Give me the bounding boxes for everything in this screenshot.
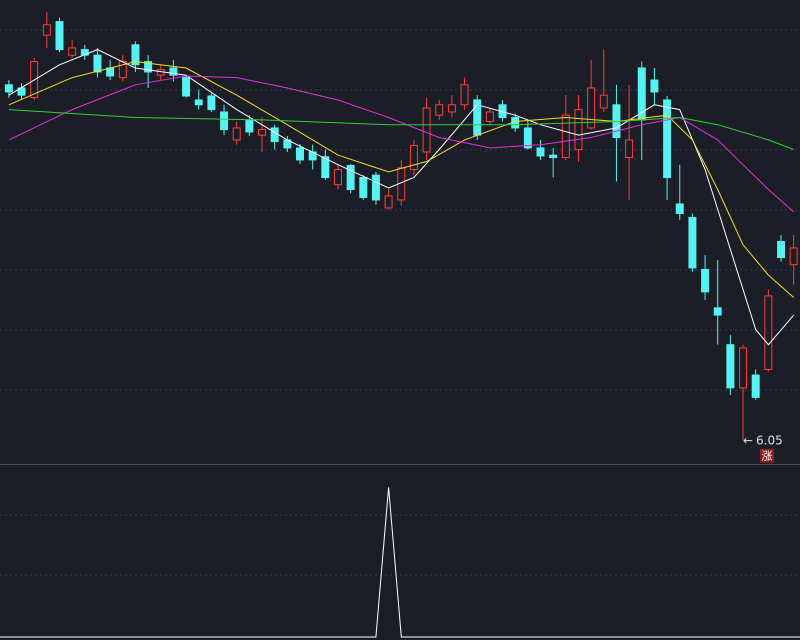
moving-average [8,75,795,213]
candle-body [270,127,279,143]
candle-body [182,77,191,97]
candle-body [460,84,469,106]
candle-body [346,165,355,191]
candle-body [599,94,608,109]
candle-body [675,203,684,215]
candle-body [447,104,456,113]
candle-body [726,344,735,389]
candle-body [68,47,77,56]
candle-body [764,295,773,370]
moving-average [8,49,795,346]
candle-body [549,154,558,159]
candle-body [42,24,51,36]
candle-body [789,247,798,266]
low-arrow: ← [743,433,753,447]
candle-body [625,139,634,159]
grid [0,29,800,576]
badge-box [760,448,775,463]
candle-body [777,240,785,258]
candle-body [106,67,115,77]
candle-body [422,107,431,153]
low-label: 6.05 [756,433,783,447]
indicator-line [0,487,800,638]
candle-body [93,54,102,73]
candle-body [701,268,710,293]
candle-body [384,195,393,209]
candle-body [409,145,418,171]
candle-body [739,347,748,389]
candle-body [650,79,659,93]
candle-body [485,111,494,123]
candle-body [359,177,368,199]
candle-body [713,307,722,316]
candle-body [587,87,596,129]
candle-body [207,95,216,111]
candle-body [688,217,697,269]
candle-body [245,119,254,133]
candle-body [4,84,13,93]
candle-body [663,99,672,179]
moving-average [8,61,795,298]
candle-body [435,104,444,116]
candle-body [194,99,203,106]
candle-body [232,127,241,141]
candle-body [321,156,330,179]
candle-body [55,21,64,51]
candle-body [371,174,380,201]
candle-body [574,109,583,151]
candle-body [131,44,140,66]
candle-body [561,114,570,159]
candle-body [220,111,229,131]
candle-body [536,147,545,157]
moving-average [8,109,794,150]
candle-body [296,147,304,161]
candle-body [169,67,178,76]
badge: 涨 [762,449,773,462]
candle-body [258,129,267,136]
candle-body [523,127,532,149]
candle-body [333,169,342,186]
candle-body [751,374,760,398]
candle-body [144,61,153,73]
